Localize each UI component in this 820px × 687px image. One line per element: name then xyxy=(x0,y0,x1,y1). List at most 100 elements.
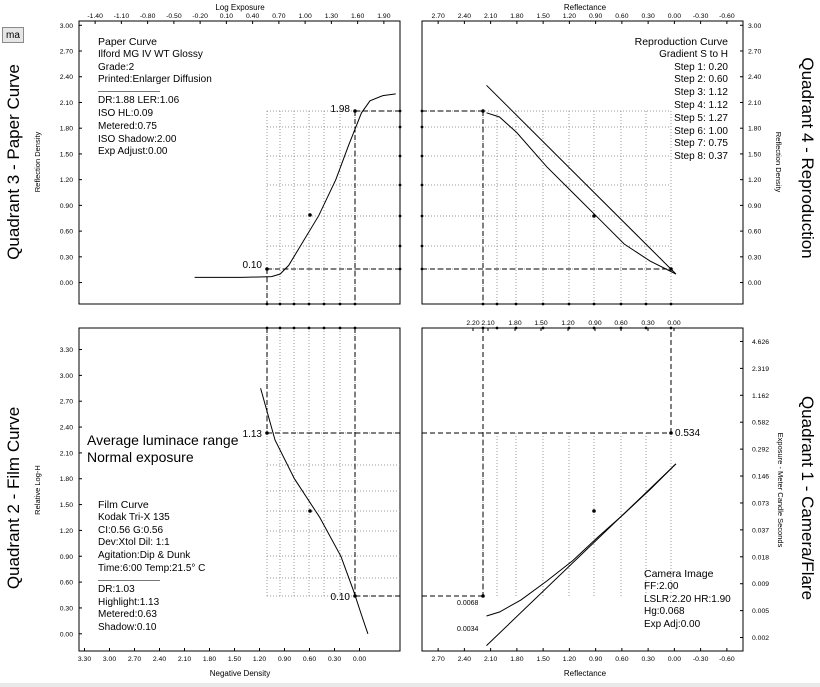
paper-x-tick: -0.50 xyxy=(166,13,182,20)
film-point xyxy=(308,509,312,513)
paper-info-box: Paper Curve Ilford MG IV WT Glossy Grade… xyxy=(98,36,212,159)
repro-edge-marker xyxy=(420,267,424,271)
camera-x-tick: 2.10 xyxy=(484,656,497,663)
camera-x-tick: -0.60 xyxy=(719,656,735,663)
paper-edge-marker xyxy=(398,183,402,187)
exposure-note-line2: Normal exposure xyxy=(87,449,194,465)
repro-x-tick: 2.40 xyxy=(458,13,471,20)
paper-edge-marker xyxy=(307,302,311,306)
paper-y-tick: 0.00 xyxy=(60,280,73,287)
camera-top-x-tick: 0.60 xyxy=(614,320,627,327)
repro-x-tick: 0.00 xyxy=(668,13,681,20)
camera-top-x-tick: 1.80 xyxy=(508,320,521,327)
film-y-tick: 2.40 xyxy=(60,425,73,432)
film-edge-marker xyxy=(278,326,282,330)
quadrant4-label: Quadrant 4 - Reproduction xyxy=(798,57,817,258)
repro-y-tick: 0.30 xyxy=(748,254,761,261)
paper-edge-marker xyxy=(265,302,269,306)
paper-y-tick: 1.80 xyxy=(60,126,73,133)
reproduction-info-line: Step 7: 0.75 xyxy=(674,138,728,150)
paper-edge-marker xyxy=(322,302,326,306)
film-y-tick: 0.00 xyxy=(60,631,73,638)
paper-info-line: Exp Adjust:0.00 xyxy=(98,146,168,158)
film-highlight-label: 1.13 xyxy=(243,429,263,440)
film-x-tick: 1.50 xyxy=(228,656,241,663)
repro-edge-marker xyxy=(619,302,623,306)
paper-highlight-label: 1.98 xyxy=(331,104,351,115)
film-info-title: Film Curve xyxy=(98,499,149,511)
reproduction-info-line: Step 3: 1.12 xyxy=(674,87,728,99)
paper-y-tick: 0.90 xyxy=(60,203,73,210)
camera-edge-marker xyxy=(644,326,648,330)
camera-top-x-tick: 1.50 xyxy=(534,320,547,327)
paper-x-tick: -1.10 xyxy=(114,13,130,20)
paper-info-line: Metered:0.75 xyxy=(98,120,157,132)
camera-y-tick: 0.018 xyxy=(752,554,769,561)
camera-top-x-tick: 0.30 xyxy=(641,320,654,327)
film-info-line: CI:0.56 G:0.56 xyxy=(98,524,164,536)
panel-reproduction xyxy=(421,20,744,305)
film-x-tick: 0.30 xyxy=(328,656,341,663)
camera-x-tick: 2.70 xyxy=(432,656,445,663)
repro-x-tick: 1.50 xyxy=(537,13,550,20)
camera-top-x-tick: 0.90 xyxy=(588,320,601,327)
film-y-axis-label: Relative Log-H xyxy=(33,465,42,515)
camera-point xyxy=(592,509,596,513)
repro-y-tick: 0.60 xyxy=(748,229,761,236)
paper-edge-marker xyxy=(398,244,402,248)
repro-edge-marker xyxy=(644,302,648,306)
camera-point xyxy=(669,431,673,435)
divider xyxy=(98,91,160,93)
repro-x-tick: 0.60 xyxy=(615,13,628,20)
film-info-line: Highlight:1.13 xyxy=(98,596,160,608)
film-info-line: Kodak Tri-X 135 xyxy=(98,511,170,523)
paper-edge-marker xyxy=(338,302,342,306)
camera-edge-marker xyxy=(514,326,518,330)
camera-top-x-tick: 2.10 xyxy=(481,320,494,327)
repro-y-tick: 2.40 xyxy=(748,74,761,81)
paper-y-tick: 2.10 xyxy=(60,100,73,107)
repro-edge-marker xyxy=(420,183,424,187)
paper-x-tick: -0.80 xyxy=(140,13,156,20)
repro-y-tick: 1.50 xyxy=(748,151,761,158)
reproduction-info-line: Step 1: 0.20 xyxy=(674,61,728,73)
repro-edge-marker xyxy=(592,302,596,306)
film-x-tick: 3.00 xyxy=(103,656,116,663)
film-y-tick: 3.30 xyxy=(60,347,73,354)
camera-y-tick: 0.009 xyxy=(752,581,769,588)
toolbar-button[interactable]: ma xyxy=(2,27,24,43)
repro-y-tick: 2.70 xyxy=(748,49,761,56)
paper-info-line: Grade:2 xyxy=(98,61,135,73)
film-x-tick: 2.70 xyxy=(128,656,141,663)
film-x-tick: 2.40 xyxy=(153,656,166,663)
camera-info-line: LSLR:2.20 HR:1.90 xyxy=(644,593,731,605)
repro-edge-marker xyxy=(420,244,424,248)
camera-x-tick: 2.40 xyxy=(458,656,471,663)
reproduction-info-box: Reproduction Curve Gradient S to H Step … xyxy=(635,36,728,164)
film-info-line: Metered:0.63 xyxy=(98,609,157,621)
repro-y-tick: 0.90 xyxy=(748,203,761,210)
film-edge-marker xyxy=(292,326,296,330)
camera-y-tick: 2.319 xyxy=(752,366,769,373)
camera-top-x-tick: 2.20 xyxy=(466,320,479,327)
repro-edge-marker xyxy=(514,302,518,306)
film-y-tick: 0.60 xyxy=(60,580,73,587)
quadrant3-label: Quadrant 3 - Paper Curve xyxy=(4,64,23,260)
film-shadow-label: 0.10 xyxy=(331,592,351,603)
repro-y-tick: 1.20 xyxy=(748,177,761,184)
repro-x-tick: 2.10 xyxy=(484,13,497,20)
camera-edge-marker xyxy=(541,326,545,330)
exposure-note-line1: Average luminace range xyxy=(87,432,239,448)
repro-edge-marker xyxy=(541,302,545,306)
repro-edge-marker xyxy=(567,302,571,306)
camera-highlight-label: 0.534 xyxy=(675,428,700,439)
paper-shadow-label: 0.10 xyxy=(243,260,263,271)
paper-edge-marker xyxy=(398,267,402,271)
film-info-line: Agitation:Dip & Dunk xyxy=(98,550,191,562)
film-info-line: Dev:Xtol Dil: 1:1 xyxy=(98,537,170,549)
divider xyxy=(98,579,160,581)
film-curve xyxy=(260,388,369,634)
reproduction-info-line: Step 6: 1.00 xyxy=(674,125,728,137)
repro-point xyxy=(481,109,485,113)
paper-y-tick: 3.00 xyxy=(60,23,73,30)
